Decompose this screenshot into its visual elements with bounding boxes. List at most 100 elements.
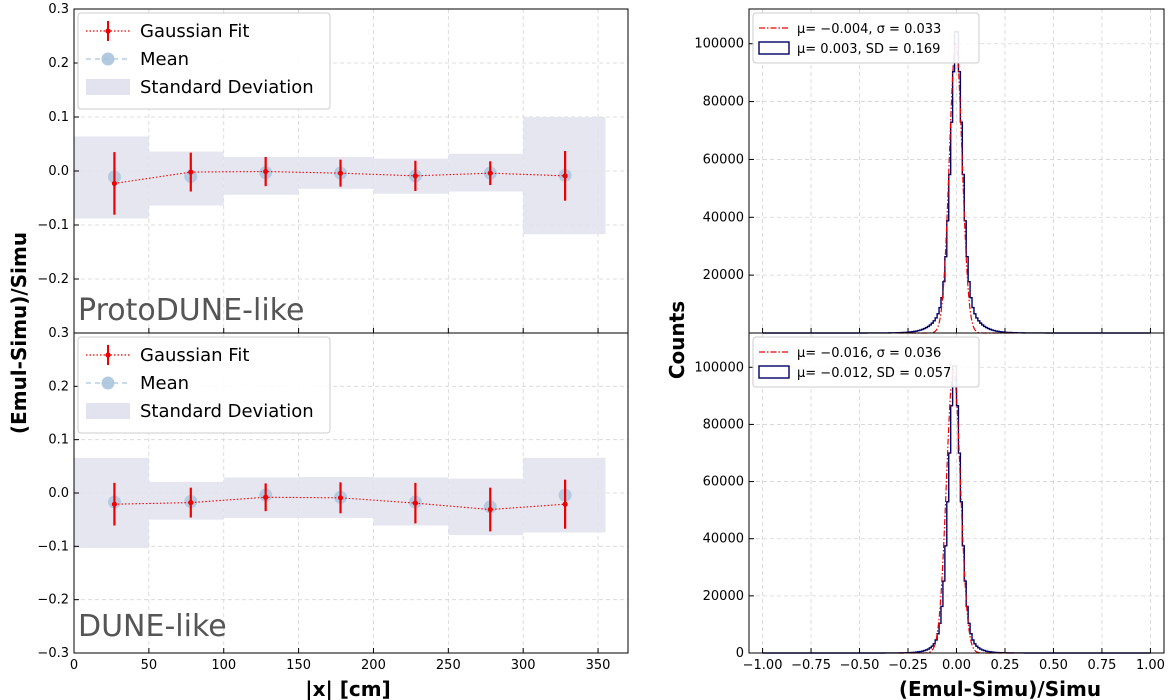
y-tick-label: −0.3 [37,646,69,661]
legend-label: μ= 0.003, SD = 0.169 [797,42,940,57]
y-tick-label: 0.2 [48,379,69,394]
left-y-axis-label: (Emul-Simu)/Simu [7,232,31,434]
legend-box [77,12,331,110]
legend-label: μ= −0.012, SD = 0.057 [797,366,951,381]
y-tick-labels: 0.3 0.2 0.1 0.0 −0.1 −0.2 −0.3 [37,326,79,661]
x-tick-label: −0.25 [888,658,928,673]
x-tick-label: 0.00 [942,658,971,673]
x-tick-label: 0.25 [991,658,1020,673]
panel-tag: ProtoDUNE-like [78,293,304,328]
x-tick-label: −0.50 [840,658,880,673]
x-tick-label: 150 [286,658,311,673]
fit-point [412,500,418,506]
x-tick-labels: −1.00 −0.75 −0.50 −0.25 0.00 0.25 0.50 0.75 1.00 [743,648,1165,673]
dune-ratio-panel: 0.3 0.2 0.1 0.0 −0.1 −0.2 −0.3 0 50 100 150 200 250… [37,326,629,673]
y-tick-label: 60000 [703,475,744,490]
gaussian-fit-layer [111,479,568,532]
legend-fit-point [105,352,111,358]
y-tick-label: −0.1 [37,539,69,554]
x-tick-label: −1.00 [743,658,783,673]
x-tick-label: 50 [141,658,158,673]
x-tick-label: −0.75 [791,658,831,673]
y-tick-label: 80000 [703,95,744,110]
legend-label: Standard Deviation [140,401,314,422]
fit-point [337,495,344,501]
legend-band-swatch [86,403,130,419]
x-tick-labels: 0 50 100 150 200 250 300 350 [70,648,611,673]
y-tick-labels: 0 20000 40000 60000 80000 100000 [694,360,754,661]
std-band-layer [74,117,606,235]
legend-box [752,336,980,388]
legend-fit-point [105,28,111,34]
legend: Gaussian Fit Mean Standard Deviation [77,336,331,434]
fit-point [337,170,344,176]
x-tick-label: 100 [211,658,236,673]
y-tick-label: 0.0 [48,164,69,179]
legend-label: Standard Deviation [140,77,314,98]
y-tick-label: −0.2 [37,593,69,608]
dune-histogram-panel: 0 20000 40000 60000 80000 100000 −1.00 −0.75 −0… [694,332,1165,673]
y-tick-label: 0.3 [48,2,69,17]
fit-point [188,169,194,175]
fit-point [562,173,568,179]
y-tick-label: 20000 [703,268,744,283]
legend-box [752,12,980,64]
legend-mean-marker [101,376,115,390]
legend-label: Gaussian Fit [140,21,249,42]
legend-box [77,336,331,434]
y-tick-label: 60000 [703,152,744,167]
fit-point [111,180,118,187]
legend-label: Mean [140,373,189,394]
x-ticks [73,328,599,333]
y-tick-label: 0.3 [48,326,69,341]
fit-point [263,168,269,175]
legend-hist-swatch [758,365,790,379]
y-tick-label: −0.1 [37,218,69,233]
right-y-axis-label: Counts [665,301,689,379]
left-x-axis-label: |x| [cm] [305,677,390,700]
y-tick-label: 20000 [703,589,744,604]
histogram-layer [762,31,1151,334]
fit-point [263,494,269,500]
fit-point [188,500,194,506]
legend-label: Mean [140,49,189,70]
x-tick-label: 0 [70,658,78,673]
right-x-axis-label: (Emul-Simu)/Simu [899,677,1101,700]
legend: μ= −0.004, σ = 0.033 μ= 0.003, SD = 0.169 [752,12,980,64]
histogram-step-line [762,31,1151,334]
y-tick-labels: 20000 40000 60000 80000 100000 [694,37,754,283]
x-tick-label: 300 [511,658,536,673]
y-tick-label: 40000 [703,532,744,547]
y-tick-label: 40000 [703,210,744,225]
legend-label: μ= −0.016, σ = 0.036 [797,346,941,361]
fit-point [487,170,493,176]
axes-frame [748,332,1165,654]
fit-point [562,501,568,507]
gaussian-fit-layer [111,151,568,215]
x-tick-label: 200 [361,658,386,673]
y-tick-label: 0.1 [48,110,69,125]
legend: Gaussian Fit Mean Standard Deviation [77,12,331,110]
y-tick-label: 0.2 [48,56,69,71]
fit-point [487,506,493,513]
x-tick-label: 0.50 [1039,658,1068,673]
x-tick-label: 0.75 [1087,658,1116,673]
legend-mean-marker [101,52,115,66]
y-tick-label: 0 [736,646,744,661]
legend: μ= −0.016, σ = 0.036 μ= −0.012, SD = 0.05… [752,336,980,388]
legend-hist-swatch [758,41,790,55]
x-tick-label: 350 [586,658,611,673]
fit-point [412,173,418,179]
y-tick-label: −0.2 [37,272,69,287]
y-tick-label: 100000 [694,37,744,52]
protodune-ratio-panel: 0.3 0.2 0.1 0.0 −0.1 −0.2 Gaussian Fit Mean Sta… [37,2,629,334]
x-ticks [762,328,1151,333]
y-tick-label: 100000 [694,360,744,375]
legend-band-swatch [86,79,130,95]
x-tick-label: 1.00 [1136,658,1165,673]
fit-point [111,501,118,507]
y-tick-label: 0.0 [48,486,69,501]
x-tick-label: 250 [436,658,461,673]
y-tick-label: 0.1 [48,433,69,448]
